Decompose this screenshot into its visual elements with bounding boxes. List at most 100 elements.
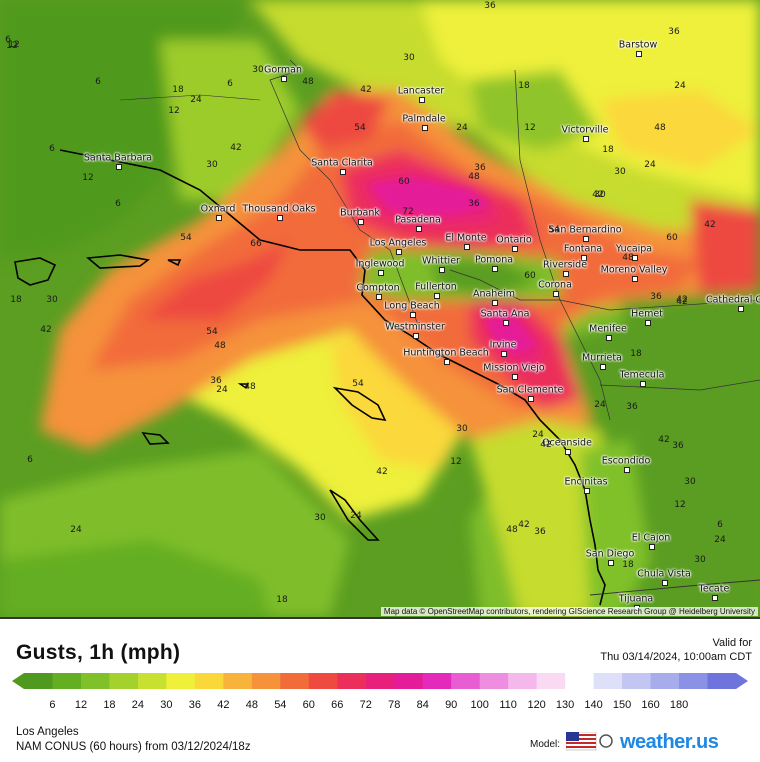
- legend-swatch: [508, 673, 538, 689]
- city-marker: [583, 136, 589, 142]
- contour-value-label: 24: [190, 95, 202, 105]
- contour-value-label: 30: [206, 160, 218, 170]
- contour-value-label: 6: [227, 79, 233, 89]
- contour-value-label: 24: [674, 81, 686, 91]
- city-label: Chula Vista: [637, 568, 691, 580]
- city-label: Escondido: [601, 455, 651, 467]
- city-marker: [492, 300, 498, 306]
- legend-tick-label: 110: [499, 699, 517, 711]
- contour-value-label: 30: [614, 167, 626, 177]
- contour-value-label: 42: [230, 143, 242, 153]
- contour-value-label: 30: [252, 65, 264, 75]
- city-marker: [581, 255, 587, 261]
- city-marker: [645, 320, 651, 326]
- contour-value-label: 36: [668, 27, 680, 37]
- legend-swatch: [223, 673, 253, 689]
- city-marker: [606, 335, 612, 341]
- contour-value-label: 24: [350, 511, 362, 521]
- legend-swatch: [565, 673, 595, 689]
- contour-value-label: 12: [674, 500, 686, 510]
- valid-time: Thu 03/14/2024, 10:00am CDT: [600, 651, 752, 663]
- city-label: Los Angeles: [369, 237, 427, 249]
- contour-value-label: 12: [524, 123, 536, 133]
- legend-swatch: [479, 673, 509, 689]
- legend-tick-label: 54: [274, 699, 287, 711]
- contour-value-label: 18: [10, 295, 22, 305]
- contour-value-label: 36: [626, 402, 638, 412]
- city-label: Compton: [356, 282, 400, 294]
- legend-swatch: [24, 673, 53, 689]
- contour-value-label: 66: [250, 239, 262, 249]
- map-footer: Gusts, 1h (mph) Valid for Thu 03/14/2024…: [0, 617, 760, 762]
- contour-value-label: 18: [622, 560, 634, 570]
- contour-value-label: 36: [650, 292, 662, 302]
- city-label: Pomona: [474, 254, 514, 266]
- city-marker: [738, 306, 744, 312]
- city-marker: [649, 544, 655, 550]
- legend-swatch: [650, 673, 680, 689]
- legend-tick-label: 150: [612, 699, 632, 711]
- city-label: Santa Ana: [480, 308, 530, 320]
- city-label: Long Beach: [384, 300, 440, 312]
- contour-value-label: 42: [676, 295, 688, 305]
- legend-tick-label: 66: [331, 699, 344, 711]
- legend-arrow-left: [12, 673, 24, 689]
- legend-tick-label: 140: [584, 699, 603, 711]
- city-marker: [600, 364, 606, 370]
- city-marker: [358, 219, 364, 225]
- contour-value-label: 18: [276, 595, 288, 605]
- legend-swatch: [280, 673, 310, 689]
- city-marker: [501, 351, 507, 357]
- model-label: Model:: [530, 739, 561, 750]
- city-label: Irvine: [489, 339, 517, 351]
- city-label: Victorville: [561, 124, 609, 136]
- contour-value-label: 72: [402, 207, 414, 217]
- legend-tick-label: 24: [131, 699, 145, 711]
- legend-swatch: [337, 673, 367, 689]
- city-label: Ontario: [496, 234, 532, 246]
- city-marker: [512, 374, 518, 380]
- location-label: Los Angeles: [16, 726, 79, 738]
- contour-value-label: 42: [658, 435, 670, 445]
- contour-value-label: 30: [694, 555, 706, 565]
- contour-value-label: 12: [6, 41, 18, 51]
- city-label: Riverside: [542, 259, 588, 271]
- legend-tick-label: 18: [103, 699, 116, 711]
- city-label: San Clemente: [496, 384, 564, 396]
- city-marker: [608, 560, 614, 566]
- color-legend: [12, 673, 748, 689]
- legend-swatch: [451, 673, 481, 689]
- city-label: Yucaipa: [615, 243, 653, 255]
- city-label: Santa Clarita: [311, 157, 373, 169]
- city-marker: [422, 125, 428, 131]
- city-marker: [624, 467, 630, 473]
- city-marker: [281, 76, 287, 82]
- contour-value-label: 6: [95, 77, 101, 87]
- city-label: Inglewood: [355, 258, 405, 270]
- contour-value-label: 24: [644, 160, 656, 170]
- city-marker: [439, 267, 445, 273]
- city-marker: [712, 595, 718, 601]
- contour-value-label: 54: [352, 379, 364, 389]
- city-marker: [503, 320, 509, 326]
- contour-value-label: 36: [672, 441, 684, 451]
- city-marker: [553, 291, 559, 297]
- contour-value-label: 42: [676, 297, 688, 307]
- city-marker: [640, 381, 646, 387]
- city-marker: [464, 244, 470, 250]
- city-marker: [583, 236, 589, 242]
- contour-value-label: 6: [49, 144, 55, 154]
- city-label: Whittier: [422, 255, 460, 267]
- contour-value-label: 30: [594, 190, 606, 200]
- contour-value-label: 6: [27, 455, 33, 465]
- city-label: Tijuana: [618, 593, 654, 605]
- contour-value-label: 12: [82, 173, 94, 183]
- legend-swatch: [394, 673, 424, 689]
- flag-icon: [566, 732, 613, 751]
- city-label: Oxnard: [200, 203, 236, 215]
- contour-value-label: 60: [666, 233, 678, 243]
- gust-map: Barstow Gorman Lancaster Palmdale Victorvill…: [0, 0, 760, 617]
- city-label: Temecula: [619, 369, 665, 381]
- city-marker: [434, 293, 440, 299]
- city-marker: [512, 246, 518, 252]
